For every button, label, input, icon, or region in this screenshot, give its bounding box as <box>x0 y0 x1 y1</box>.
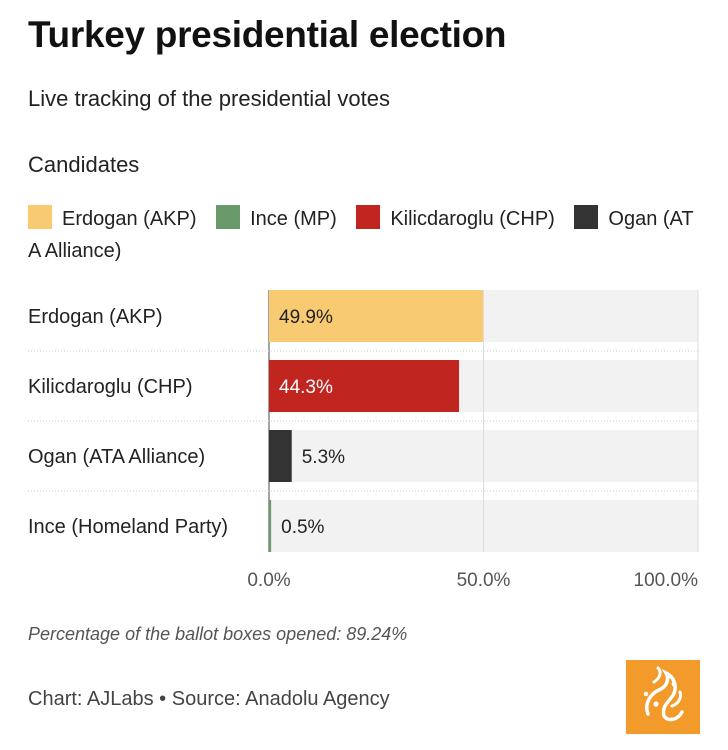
chart-title: Turkey presidential election <box>28 14 507 55</box>
legend-swatch-erdogan <box>28 205 52 229</box>
legend-swatch-kilicdaroglu <box>356 205 381 229</box>
x-tick-label-100: 100.0% <box>634 570 699 590</box>
bar-kilicdaroglu-chp <box>269 360 460 412</box>
legend-label-ince: Ince (MP) <box>250 208 337 230</box>
legend-label-ogan: Ogan (ATA Alliance) <box>28 208 694 262</box>
legend-swatch-ogan <box>574 205 599 229</box>
x-tick-label-0: 0.0% <box>247 570 290 590</box>
category-label-kilicdaroglu-chp: Kilicdaroglu (CHP) <box>28 376 193 398</box>
legend-title: Candidates <box>28 152 140 177</box>
legend-label-kilicdaroglu: Kilicdaroglu (CHP) <box>390 208 555 230</box>
value-label-ince-homeland-party: 0.5% <box>281 517 324 538</box>
aljazeera-logo-icon <box>643 666 684 722</box>
bar-erdogan-akp <box>269 290 484 342</box>
category-label-ogan-ata-alliance: Ogan (ATA Alliance) <box>28 446 205 468</box>
bar-chart: Erdogan (AKP) 49.9% Kilicdaroglu (CHP) 44.3… <box>28 290 699 590</box>
legend-label-erdogan: Erdogan (AKP) <box>62 208 197 230</box>
value-label-erdogan-akp: 49.9% <box>279 307 333 328</box>
legend: Erdogan (AKP) Ince (MP) Kilicdaroglu (CH… <box>28 203 700 267</box>
x-tick-label-50: 50.0% <box>457 570 511 590</box>
bar-ince-homeland-party <box>269 500 272 552</box>
chart-source: Chart: AJLabs • Source: Anadolu Agency <box>28 688 390 710</box>
value-label-ogan-ata-alliance: 5.3% <box>302 447 345 468</box>
legend-swatch-ince <box>216 205 241 229</box>
bar-ogan-ata-alliance <box>269 430 292 482</box>
category-label-erdogan-akp: Erdogan (AKP) <box>28 306 163 328</box>
chart-subtitle: Live tracking of the presidential votes <box>28 86 390 111</box>
ballot-boxes-note: Percentage of the ballot boxes opened: 8… <box>28 624 408 644</box>
category-label-ince-homeland-party: Ince (Homeland Party) <box>28 516 228 538</box>
value-label-kilicdaroglu-chp: 44.3% <box>279 377 333 398</box>
aljazeera-logo <box>626 660 700 734</box>
